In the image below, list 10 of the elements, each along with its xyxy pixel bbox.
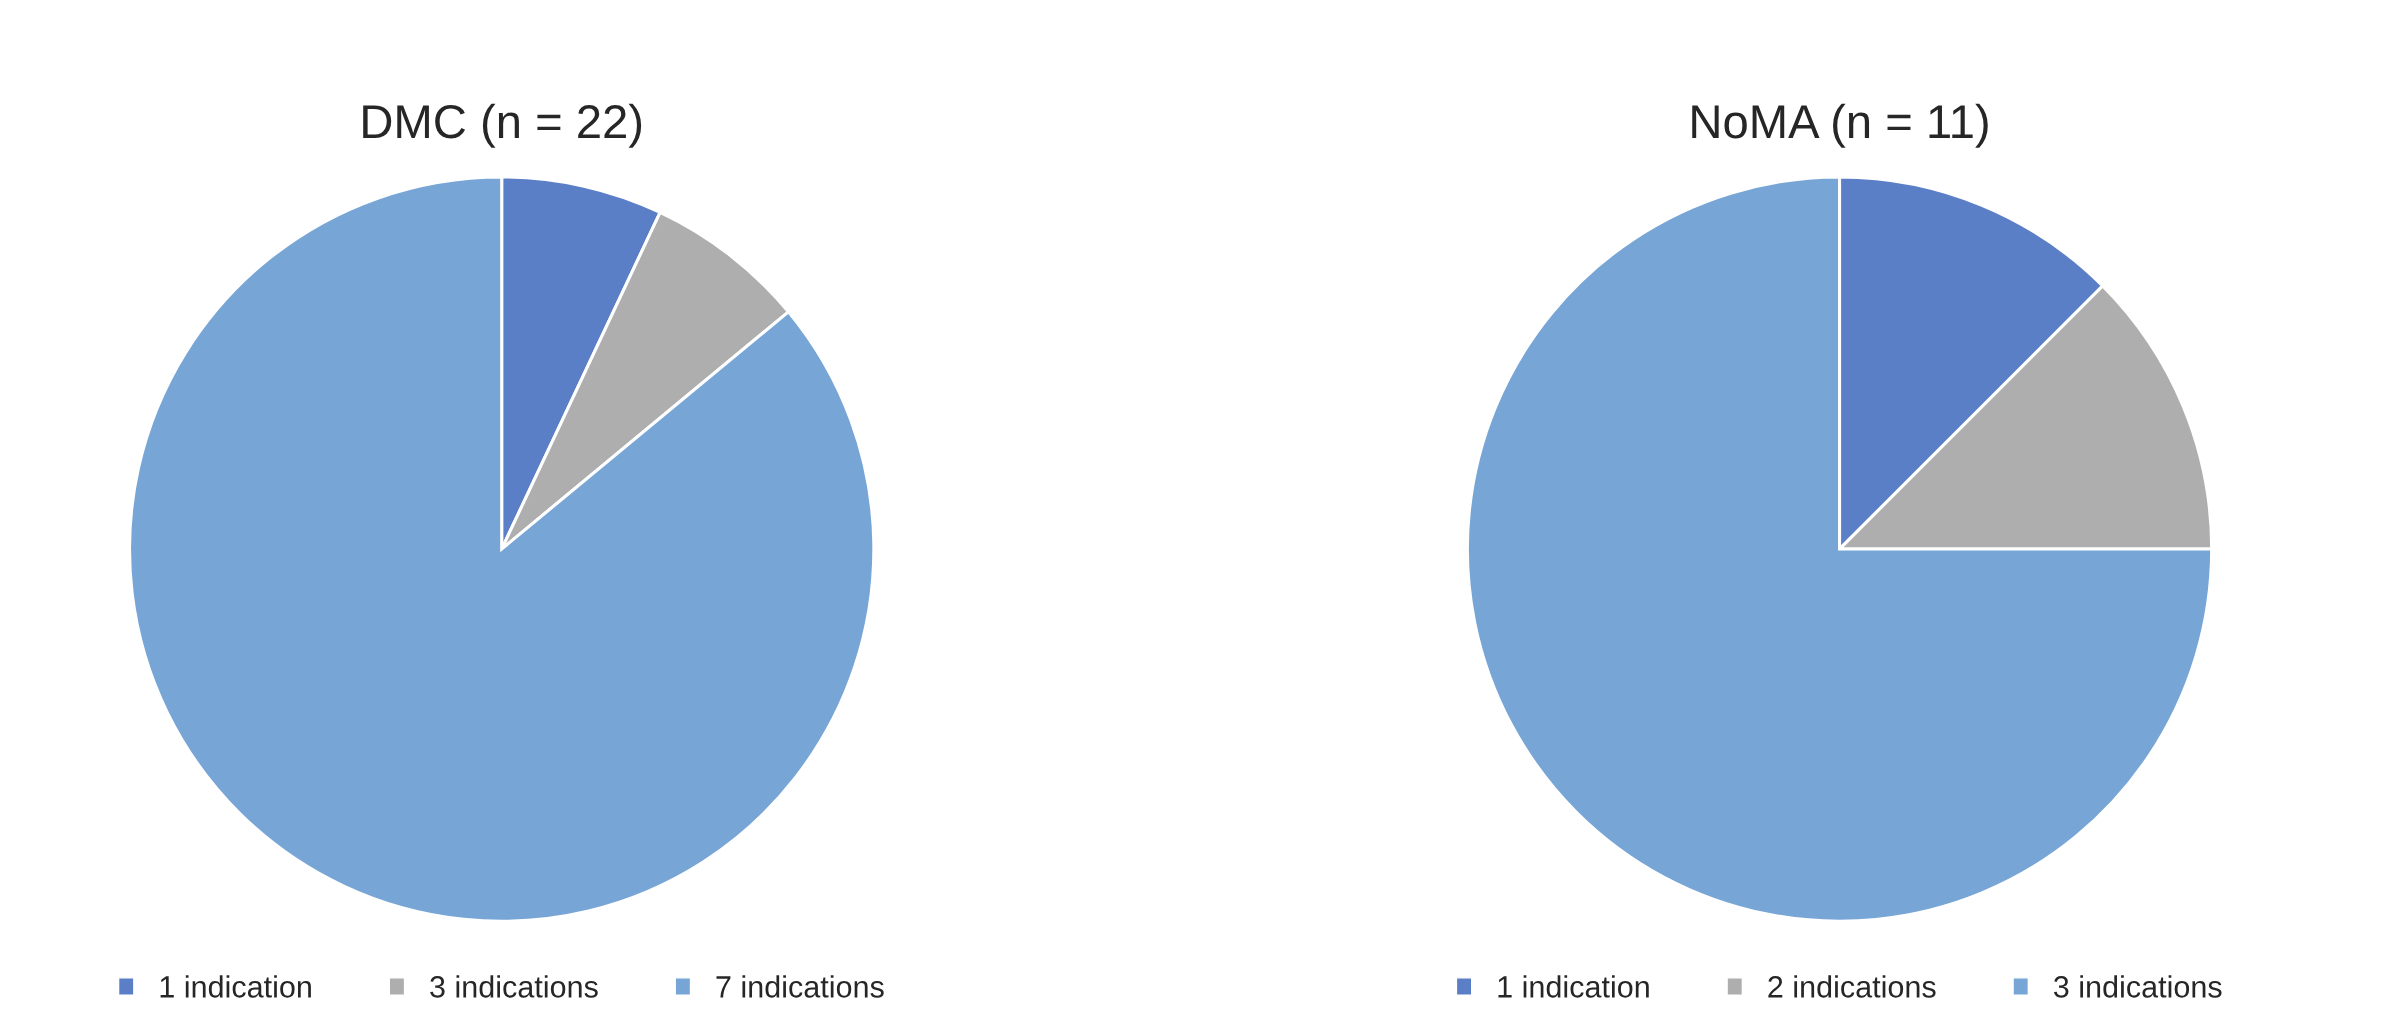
legend-label: 1 indication bbox=[160, 975, 311, 998]
chart-title: DMC (n = 22) bbox=[363, 103, 642, 148]
legend-label: 3 indications bbox=[2053, 975, 2222, 998]
legend-label: 1 indication bbox=[1498, 975, 1649, 998]
pie-slice bbox=[1465, 175, 2214, 923]
legend-label: 7 indications bbox=[716, 975, 884, 998]
pie-slice bbox=[128, 175, 876, 923]
legend-label: 3 indications bbox=[430, 975, 598, 998]
legend-label: 2 indications bbox=[1768, 975, 1936, 998]
chart-title: NoMA (n = 11) bbox=[1692, 103, 1988, 148]
